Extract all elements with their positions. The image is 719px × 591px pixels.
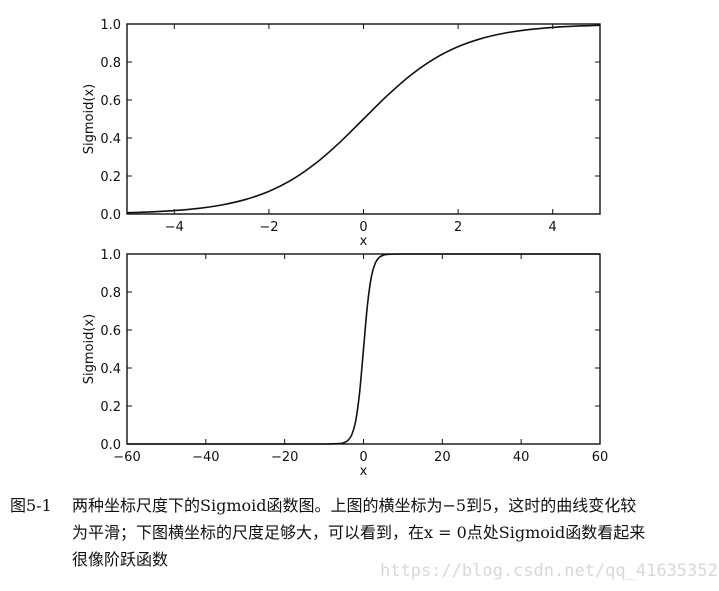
plot1-axes-frame: [126, 23, 601, 215]
plot2-x-tick-label: −60: [113, 450, 140, 465]
plot2-y-tick-label: 0.8: [100, 286, 121, 301]
plot2-x-tick-label: 20: [434, 450, 451, 465]
plot1-x-tick-label: 2: [454, 220, 462, 235]
plot2-y-tick-label: 1.0: [100, 248, 121, 263]
plot2-x-tick-label: −20: [271, 450, 298, 465]
plot1-x-tick-label: 4: [549, 220, 557, 235]
caption-label: 图5-1: [10, 496, 52, 515]
plot1-x-tick-label: −2: [259, 220, 278, 235]
plot2-x-tick-label: 60: [592, 450, 609, 465]
plot1-x-tick-label: −4: [165, 220, 184, 235]
plot2-y-tick-label: 0.4: [100, 362, 121, 377]
plot1-y-tick-label: 0.4: [100, 132, 121, 147]
caption-line-2: 为平滑；下图横坐标的尺度足够大，可以看到，在x = 0点处Sigmoid函数看起…: [72, 523, 646, 542]
plot2-x-tick-label: 0: [359, 450, 367, 465]
plot2-y-axis-label: Sigmoid(x): [82, 314, 97, 384]
plot1-y-tick-label: 0.0: [100, 208, 121, 223]
plot2-x-axis-label: x: [360, 464, 368, 479]
plot1-y-tick-label: 0.6: [100, 94, 121, 109]
caption-line-3: 很像阶跃函数: [72, 550, 169, 569]
plot2-y-tick-label: 0.6: [100, 324, 121, 339]
plot2-axes-frame: [126, 253, 601, 445]
plot2-x-tick-label: 40: [513, 450, 530, 465]
plot2-sigmoid-line: [127, 253, 600, 445]
plot1-x-axis-label: x: [360, 234, 368, 249]
watermark: https://blog.csdn.net/qq_41635352: [380, 561, 718, 581]
plot1-y-tick-label: 0.8: [100, 56, 121, 71]
plot2-x-tick-label: −40: [192, 450, 219, 465]
plot1-sigmoid-line: [126, 24, 601, 214]
plot1-y-tick-label: 0.2: [100, 170, 121, 185]
plot2-y-tick-label: 0.0: [100, 438, 121, 453]
plot2-y-tick-label: 0.2: [100, 400, 121, 415]
plot1-y-axis-label: Sigmoid(x): [82, 84, 97, 154]
plot1-x-tick-label: 0: [359, 220, 367, 235]
plot1-y-tick-label: 1.0: [100, 18, 121, 33]
sigmoid-figure: −4 −2 0 2 40.00.20.40.60.81.0xSigmoid(x)−60−…: [82, 18, 609, 479]
caption-line-1: 两种坐标尺度下的Sigmoid函数图。上图的横坐标为−5到5，这时的曲线变化较: [72, 496, 637, 515]
